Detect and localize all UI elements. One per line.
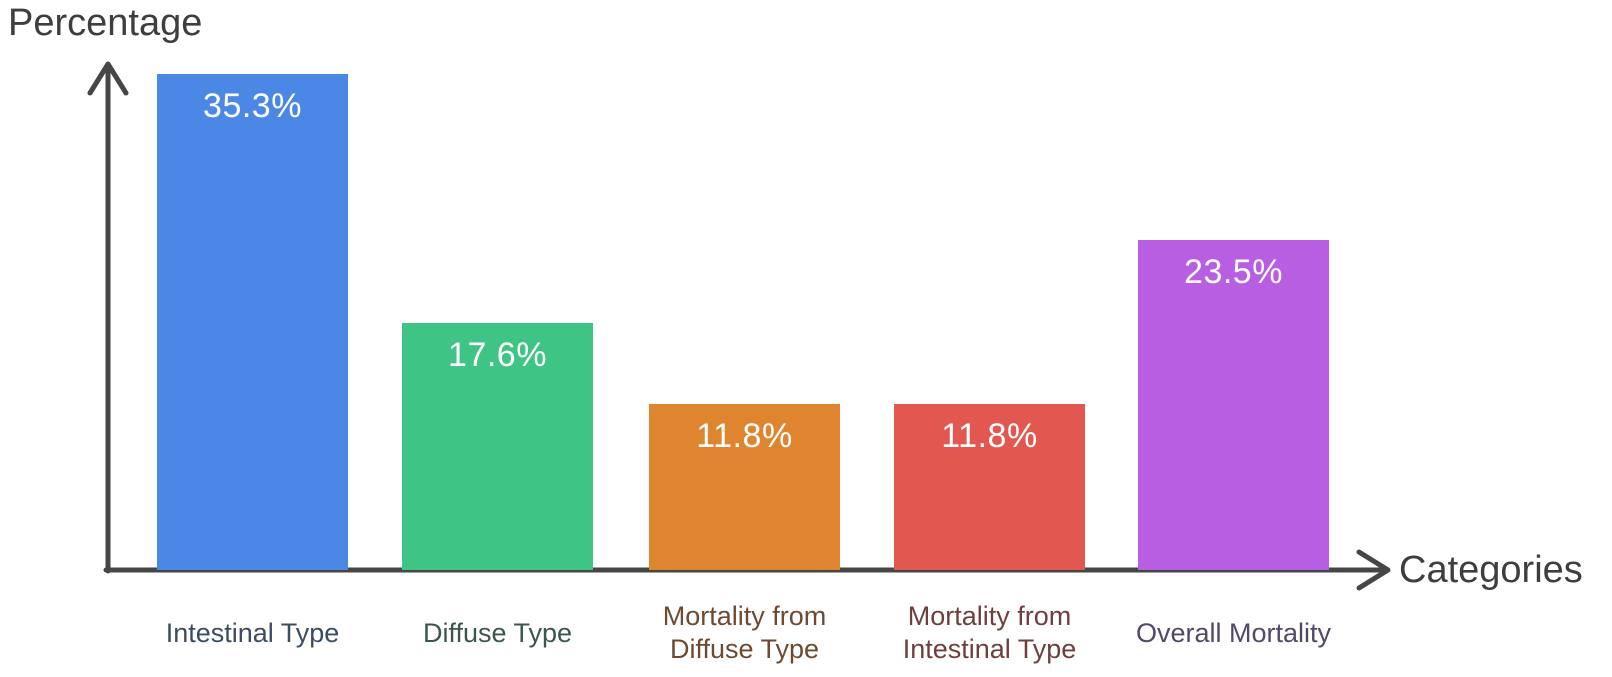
bar-mortality-from-intestinal-type: 11.8% xyxy=(894,404,1085,570)
bar-value-label: 11.8% xyxy=(696,417,793,455)
bar-intestinal-type: 35.3% xyxy=(157,74,348,570)
bar-value-label: 23.5% xyxy=(1184,253,1283,291)
category-label-intestinal-type: Intestinal Type xyxy=(165,617,340,648)
bar-overall-mortality: 23.5% xyxy=(1138,240,1329,570)
bar-mortality-from-diffuse-type: 11.8% xyxy=(649,404,840,570)
bar-diffuse-type: 17.6% xyxy=(402,323,593,570)
bar-value-label: 11.8% xyxy=(941,417,1038,455)
category-label-mortality-from-intestinal-type: Mortality from Intestinal Type xyxy=(902,601,1077,664)
category-label-mortality-from-diffuse-type: Mortality from Diffuse Type xyxy=(662,601,827,664)
bar-value-label: 35.3% xyxy=(203,87,302,125)
y-axis-title: Percentage xyxy=(8,2,203,44)
y-axis-arrow-icon xyxy=(87,61,129,96)
x-axis-arrow-icon xyxy=(1356,549,1391,591)
category-label-overall-mortality: Overall Mortality xyxy=(1135,617,1332,648)
x-axis-title: Categories xyxy=(1399,549,1583,591)
bar-value-label: 17.6% xyxy=(448,336,547,374)
category-label-diffuse-type: Diffuse Type xyxy=(422,617,573,648)
